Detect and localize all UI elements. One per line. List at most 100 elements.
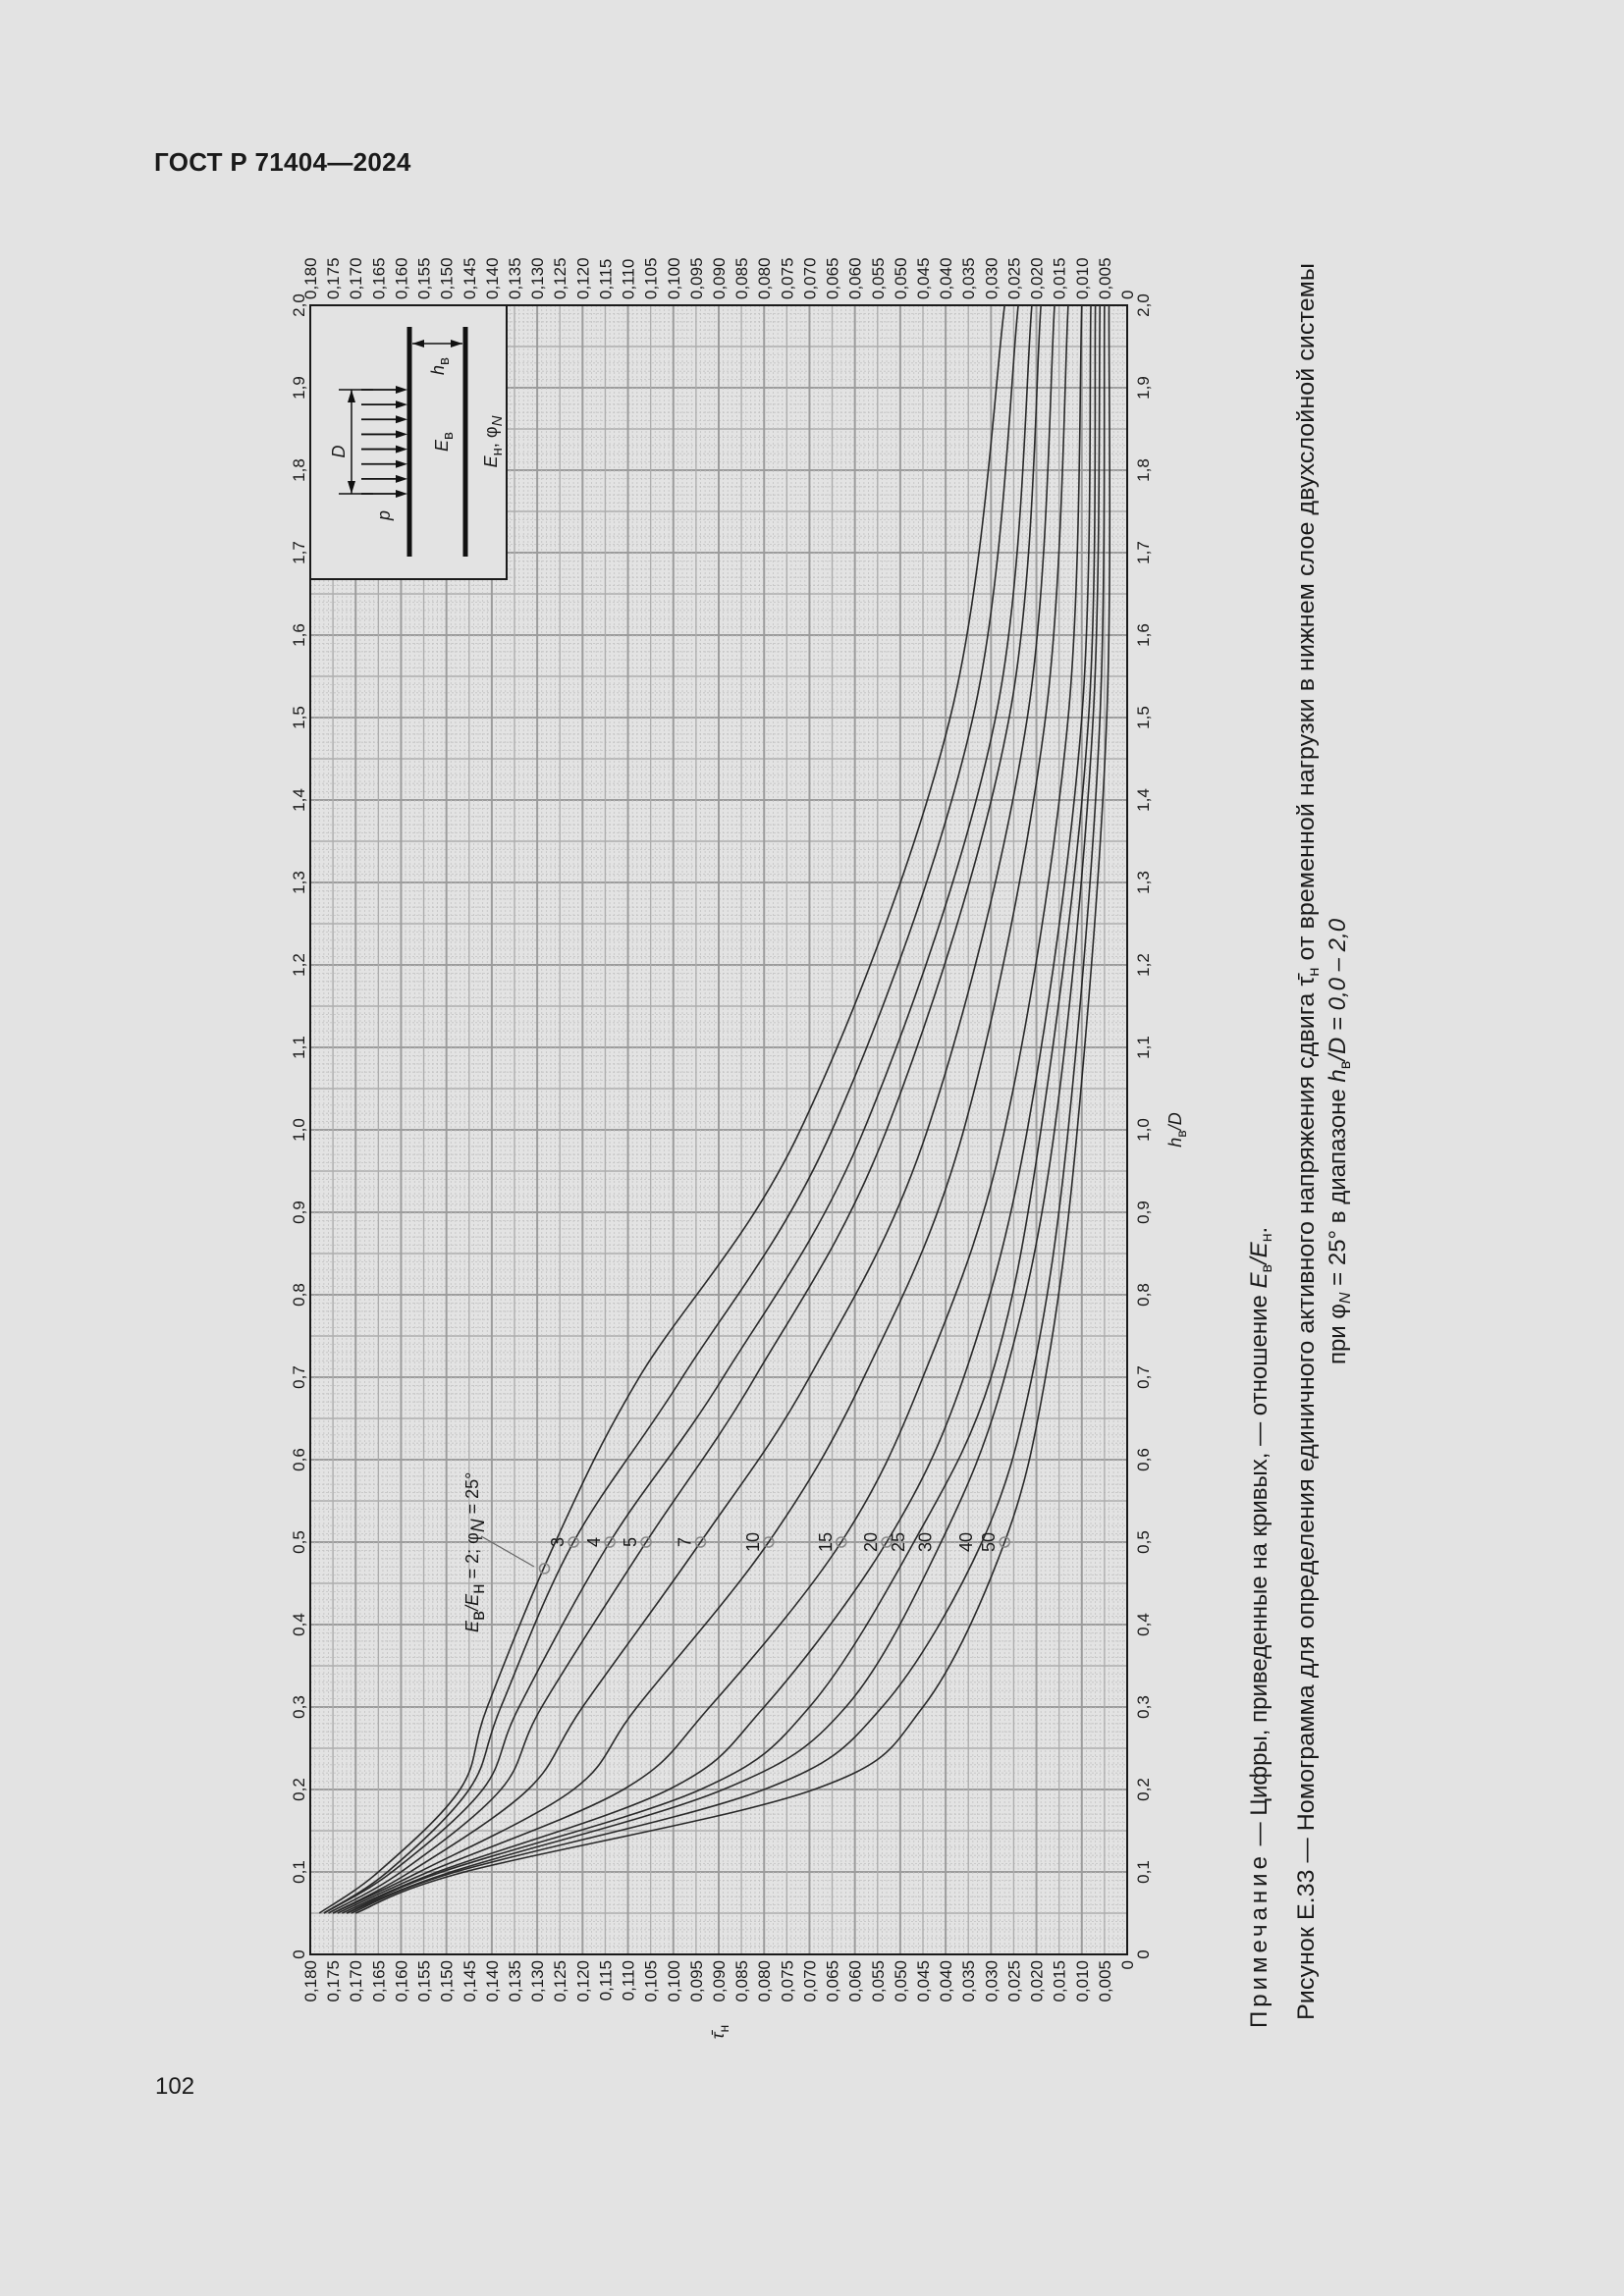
- figure-caption-range: при φN = 25° в диапазоне hв/D = 0,0 – 2,…: [1325, 918, 1354, 1364]
- curve-ratio-25: [346, 304, 1097, 1914]
- y-tick-label-bottom: 0,085: [732, 1960, 751, 2002]
- inset-label-Eb: Eв: [432, 432, 457, 452]
- y-tick-label-bottom: 0,025: [1004, 1960, 1023, 2002]
- inset-label-En-phi: Eн, φN: [481, 415, 506, 467]
- y-tick-label-top: 0,135: [506, 257, 524, 299]
- curve-ratio-15: [337, 304, 1083, 1914]
- x-tick-label-right: 0,7: [1134, 1365, 1153, 1389]
- curve-label-7: 7: [676, 1537, 695, 1547]
- y-tick-label-bottom: 0,065: [824, 1960, 842, 2002]
- curve-ratio-2: [318, 304, 1005, 1914]
- y-tick-label-top: 0,115: [596, 259, 615, 299]
- y-tick-label-bottom: 0,020: [1028, 1960, 1047, 2002]
- y-tick-label-bottom: 0,030: [982, 1960, 1001, 2002]
- y-tick-label-top: 0,095: [687, 257, 706, 299]
- x-tick-label-left: 0,8: [290, 1283, 308, 1307]
- y-tick-label-top: 0,075: [778, 257, 796, 299]
- x-tick-label-left: 0,9: [290, 1201, 308, 1224]
- inset-label-D: D: [329, 446, 349, 458]
- y-tick-label-bottom: 0: [1118, 1960, 1137, 1969]
- curve-marker-3: [568, 1536, 579, 1548]
- y-tick-label-bottom: 0,135: [506, 1960, 524, 2002]
- curve-label-4: 4: [584, 1537, 604, 1547]
- y-tick-label-bottom: 0,170: [347, 1960, 365, 2002]
- x-tick-label-right: 1,2: [1134, 953, 1153, 977]
- curve-ratio-4: [323, 304, 1033, 1914]
- y-tick-label-bottom: 0,040: [937, 1960, 955, 2002]
- y-tick-label-bottom: 0,035: [959, 1960, 978, 2002]
- x-tick-label-right: 1,7: [1134, 541, 1153, 564]
- y-tick-label-bottom: 0,175: [324, 1960, 343, 2002]
- curve-label-30: 30: [915, 1532, 935, 1552]
- load-arrow-head: [396, 415, 407, 424]
- y-tick-label-top: 0,005: [1096, 257, 1114, 299]
- y-tick-label-bottom: 0,010: [1073, 1960, 1092, 2002]
- curve-label-5: 5: [621, 1537, 640, 1547]
- x-tick-label-left: 1,4: [290, 788, 308, 812]
- curves: 3 4 5 7 10 15 20 25 30 40 50: [318, 304, 1111, 1914]
- x-tick-label-right: 1,3: [1134, 871, 1153, 894]
- y-tick-label-top: 0,055: [869, 257, 888, 299]
- curve-marker-5: [640, 1536, 652, 1548]
- y-tick-label-bottom: 0,115: [596, 1960, 615, 2001]
- x-tick-label-left: 0,7: [290, 1365, 308, 1389]
- y-tick-label-top: 0,035: [959, 257, 978, 299]
- curve-label-3: 3: [548, 1537, 568, 1547]
- y-tick-label-top: 0,020: [1028, 257, 1047, 299]
- curve-marker-50: [999, 1536, 1011, 1548]
- y-tick-label-bottom: 0,050: [892, 1960, 910, 2002]
- x-tick-label-right: 1,5: [1134, 706, 1153, 729]
- inset-label-hb: hв: [428, 357, 453, 375]
- y-tick-label-bottom: 0,150: [438, 1960, 457, 2002]
- y-tick-label-top: 0,025: [1004, 257, 1023, 299]
- load-arrow-head: [396, 459, 407, 468]
- load-arrow-head: [396, 474, 407, 483]
- x-tick-label-left: 1,8: [290, 458, 308, 482]
- x-tick-label-right: 0: [1134, 1949, 1153, 1958]
- y-axis-label: τ̄н: [708, 2025, 731, 2039]
- y-tick-label-top: 0,120: [573, 257, 592, 299]
- y-tick-label-bottom: 0,080: [755, 1960, 774, 2002]
- x-axis-label: hв/D: [1165, 1112, 1189, 1147]
- y-tick-label-top: 0,080: [755, 257, 774, 299]
- y-tick-label-bottom: 0,070: [800, 1960, 819, 2002]
- arrow-left-icon: [412, 340, 424, 347]
- inset-label-p: p: [374, 510, 394, 521]
- y-tick-label-top: 0,170: [347, 257, 365, 299]
- y-tick-label-bottom: 0,145: [460, 1960, 479, 2002]
- curve-marker-20: [881, 1536, 893, 1548]
- y-tick-label-top: 0,010: [1073, 257, 1092, 299]
- y-tick-label-top: 0,140: [483, 257, 502, 299]
- x-tick-label-left: 1,0: [290, 1118, 308, 1142]
- y-tick-label-bottom: 0,125: [551, 1960, 569, 2002]
- x-tick-label-left: 0,2: [290, 1778, 308, 1801]
- x-tick-label-right: 0,6: [1134, 1448, 1153, 1471]
- y-tick-label-bottom: 0,165: [369, 1960, 388, 2002]
- x-tick-label-left: 1,5: [290, 706, 308, 729]
- y-tick-label-bottom: 0,100: [665, 1960, 683, 2002]
- y-tick-label-bottom: 0,015: [1051, 1960, 1069, 2002]
- y-tick-label-top: 0,110: [620, 259, 638, 299]
- inset-diagram: D p hв Eв Eн, φN: [309, 304, 508, 580]
- page-number: 102: [155, 2073, 195, 2100]
- curve-label-25: 25: [889, 1532, 908, 1552]
- y-tick-label-top: 0,030: [982, 257, 1001, 299]
- x-tick-label-left: 0,4: [290, 1613, 308, 1636]
- y-tick-label-bottom: 0,180: [301, 1960, 320, 2002]
- figure-note: Примечание — Цифры, приведенные на кривы…: [1246, 1227, 1275, 2028]
- x-tick-label-left: 0,6: [290, 1448, 308, 1471]
- y-tick-label-top: 0,065: [824, 257, 842, 299]
- y-tick-label-bottom: 0,075: [778, 1960, 796, 2002]
- x-tick-label-left: 1,7: [290, 541, 308, 564]
- y-tick-label-top: 0,085: [732, 257, 751, 299]
- curve-label-10: 10: [743, 1532, 763, 1552]
- figure-caption: Рисунок Е.33 — Номограмма для определени…: [1293, 263, 1323, 2020]
- curve-marker-7: [694, 1536, 707, 1548]
- y-tick-label-top: 0,105: [642, 257, 661, 299]
- y-tick-label-top: 0,070: [800, 257, 819, 299]
- load-arrow-head: [396, 430, 407, 439]
- x-tick-label-right: 1,9: [1134, 376, 1153, 400]
- y-tick-label-top: 0,175: [324, 257, 343, 299]
- curve-ratio-40: [351, 304, 1106, 1914]
- annotation-leader-line: [480, 1535, 535, 1568]
